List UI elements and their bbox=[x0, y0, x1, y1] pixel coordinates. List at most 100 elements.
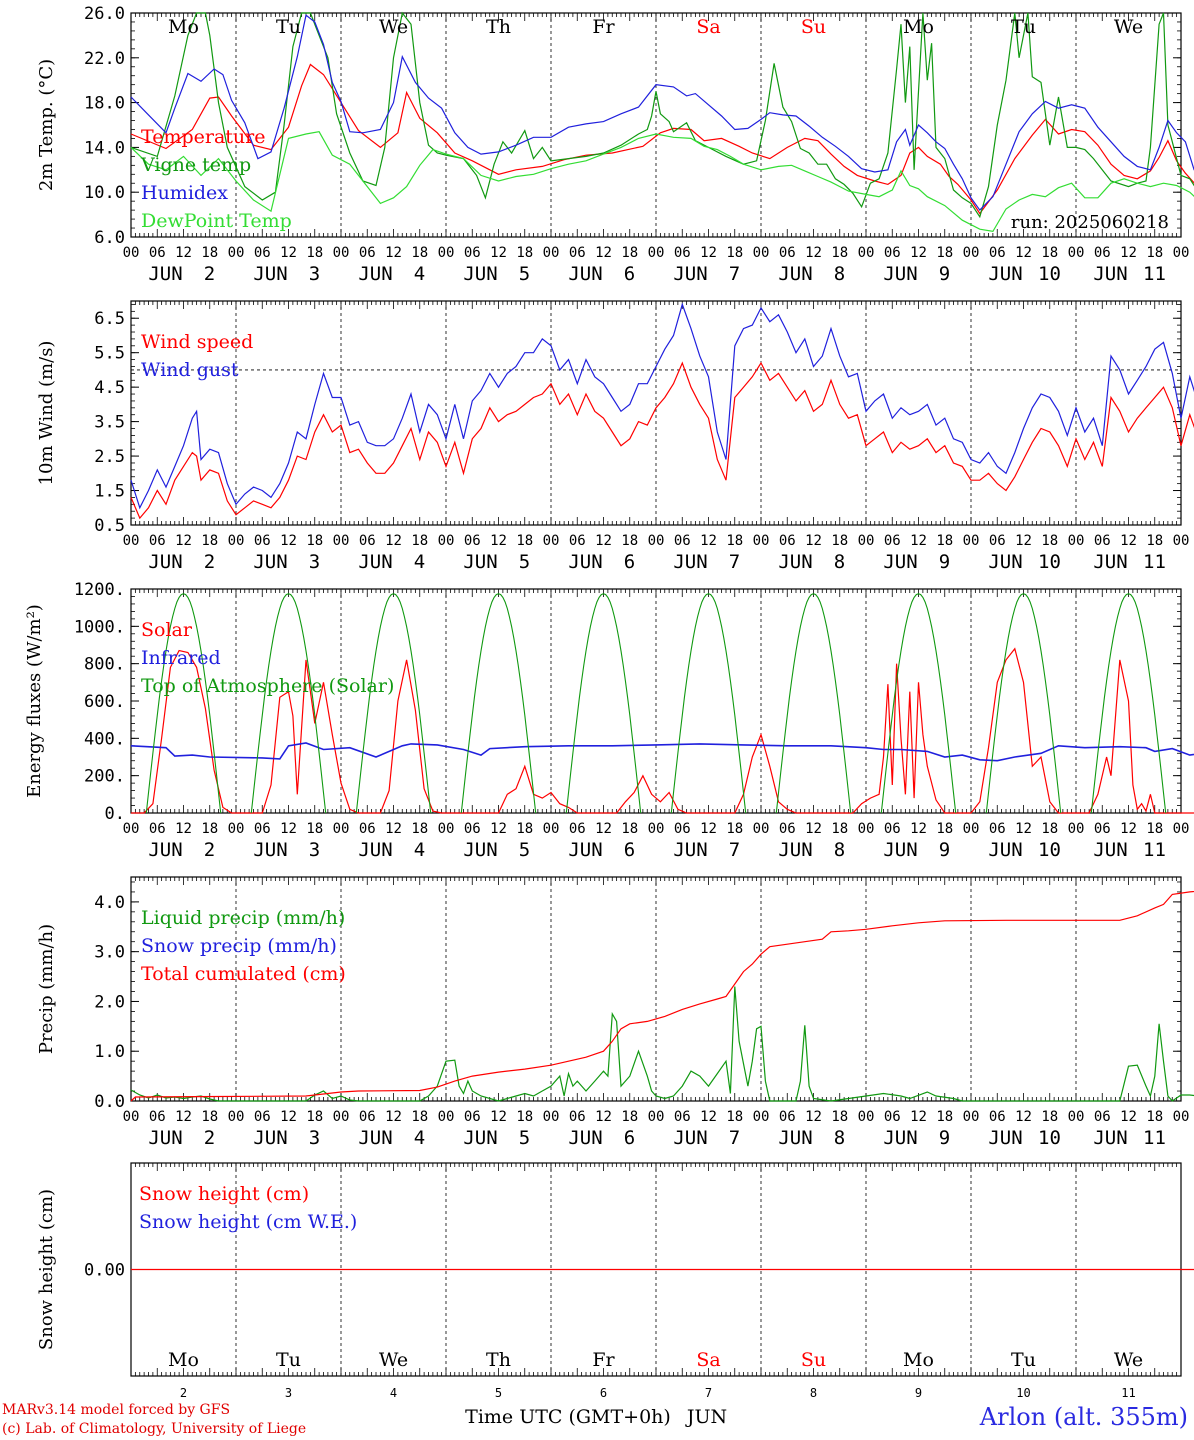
hour-tick-label: 12 bbox=[1120, 533, 1137, 549]
hour-tick-label: 18 bbox=[306, 821, 323, 837]
month-label: JUN bbox=[883, 263, 917, 285]
hour-tick-label: 06 bbox=[464, 1109, 481, 1125]
hour-tick-label: 00 bbox=[1173, 821, 1190, 837]
date-label: 10 bbox=[1038, 551, 1061, 573]
hour-tick-label: 06 bbox=[254, 533, 271, 549]
hour-tick-label: 12 bbox=[385, 1109, 402, 1125]
hour-tick-label: 18 bbox=[621, 821, 638, 837]
y-tick-label: 800. bbox=[84, 655, 125, 675]
hour-tick-label: 12 bbox=[910, 821, 927, 837]
hour-tick-label: 06 bbox=[359, 533, 376, 549]
legend-item: Solar bbox=[141, 619, 193, 641]
hour-tick-label: 00 bbox=[753, 1109, 770, 1125]
legend-item: Wind gust bbox=[141, 359, 239, 381]
hour-tick-label: 18 bbox=[831, 245, 848, 261]
toa-solar-line bbox=[145, 593, 222, 814]
day-label: Th bbox=[486, 16, 511, 38]
date-label: 4 bbox=[414, 263, 425, 285]
hour-tick-label: 12 bbox=[1015, 821, 1032, 837]
hour-tick-label: 00 bbox=[753, 245, 770, 261]
date-label: 6 bbox=[624, 839, 635, 861]
hour-tick-label: 06 bbox=[254, 1109, 271, 1125]
legend-item: DewPoint Temp bbox=[141, 210, 292, 232]
hour-tick-label: 12 bbox=[910, 245, 927, 261]
hour-tick-label: 00 bbox=[438, 1109, 455, 1125]
hour-tick-label: 06 bbox=[569, 821, 586, 837]
hour-tick-label: 00 bbox=[858, 821, 875, 837]
date-label: 5 bbox=[495, 1386, 502, 1400]
toa-solar-line bbox=[460, 593, 537, 814]
series-line-wind-speed bbox=[130, 361, 1194, 520]
y-tick-label: 1.0 bbox=[94, 1042, 125, 1062]
hour-tick-label: 18 bbox=[936, 533, 953, 549]
y-tick-label: 600. bbox=[84, 692, 125, 712]
day-label: We bbox=[1114, 1349, 1143, 1371]
y-tick-label: 0.5 bbox=[94, 516, 125, 536]
hour-tick-label: 06 bbox=[359, 821, 376, 837]
date-label: 11 bbox=[1143, 839, 1166, 861]
hour-tick-label: 18 bbox=[1146, 1109, 1163, 1125]
day-label: Sa bbox=[696, 1349, 720, 1371]
month-label: JUN bbox=[883, 551, 917, 573]
date-label: 7 bbox=[705, 1386, 712, 1400]
date-label: 4 bbox=[390, 1386, 397, 1400]
y-tick-label: 1200. bbox=[74, 580, 125, 600]
day-label: Mo bbox=[168, 1349, 199, 1371]
date-label: 10 bbox=[1038, 1127, 1061, 1149]
hour-tick-label: 12 bbox=[490, 245, 507, 261]
panel-frame bbox=[130, 588, 1182, 814]
hour-tick-label: 12 bbox=[595, 1109, 612, 1125]
month-label: JUN bbox=[1093, 551, 1127, 573]
hour-tick-label: 12 bbox=[175, 821, 192, 837]
hour-tick-label: 12 bbox=[700, 821, 717, 837]
hour-tick-label: 18 bbox=[621, 1109, 638, 1125]
hour-tick-label: 12 bbox=[1015, 1109, 1032, 1125]
month-label: JUN bbox=[358, 551, 392, 573]
hour-tick-label: 06 bbox=[149, 821, 166, 837]
hour-tick-label: 00 bbox=[1068, 245, 1085, 261]
series-line-total-cumulated-cm- bbox=[130, 890, 1194, 1102]
hour-tick-label: 18 bbox=[516, 533, 533, 549]
month-label: JUN bbox=[148, 263, 182, 285]
hour-tick-label: 06 bbox=[569, 1109, 586, 1125]
y-tick-label: 0.0 bbox=[94, 1092, 125, 1112]
hour-tick-label: 06 bbox=[779, 533, 796, 549]
day-label: Th bbox=[486, 1349, 511, 1371]
hour-tick-label: 12 bbox=[280, 1109, 297, 1125]
x-axis-label: Time UTC (GMT+0h) bbox=[465, 1406, 671, 1428]
hour-tick-label: 12 bbox=[385, 245, 402, 261]
hour-tick-label: 06 bbox=[779, 245, 796, 261]
month-label: JUN bbox=[148, 1127, 182, 1149]
date-label: 7 bbox=[729, 263, 740, 285]
month-label: JUN bbox=[1093, 839, 1127, 861]
hour-tick-label: 00 bbox=[438, 245, 455, 261]
y-tick-label: 6.0 bbox=[94, 228, 125, 248]
hour-tick-label: 18 bbox=[201, 245, 218, 261]
hour-tick-label: 00 bbox=[858, 533, 875, 549]
legend-item: Top of Atmosphere (Solar) bbox=[141, 675, 394, 697]
month-label: JUN bbox=[463, 551, 497, 573]
series-line-wind-gust bbox=[130, 302, 1194, 510]
hour-tick-label: 00 bbox=[753, 533, 770, 549]
date-label: 5 bbox=[519, 839, 530, 861]
toa-solar-line bbox=[880, 593, 957, 814]
day-label: Mo bbox=[168, 16, 199, 38]
hour-tick-label: 06 bbox=[884, 533, 901, 549]
y-tick-label: 26.0 bbox=[84, 4, 125, 24]
date-label: 2 bbox=[204, 839, 215, 861]
panel-energy: 0. 200. 400. 600. 800. 1000. 1200. Energy fluxe… bbox=[24, 580, 1194, 861]
hour-tick-label: 06 bbox=[149, 245, 166, 261]
date-label: 5 bbox=[519, 551, 530, 573]
legend-item: Infrared bbox=[141, 647, 221, 669]
hour-tick-label: 06 bbox=[1094, 1109, 1111, 1125]
hour-tick-label: 00 bbox=[648, 245, 665, 261]
legend-item: Vigne temp bbox=[140, 154, 251, 176]
date-label: 3 bbox=[309, 839, 320, 861]
hour-tick-label: 18 bbox=[1146, 533, 1163, 549]
date-label: 3 bbox=[309, 263, 320, 285]
date-label: 8 bbox=[834, 1127, 845, 1149]
date-label: 5 bbox=[519, 263, 530, 285]
hour-tick-label: 06 bbox=[674, 821, 691, 837]
hour-tick-label: 12 bbox=[280, 533, 297, 549]
